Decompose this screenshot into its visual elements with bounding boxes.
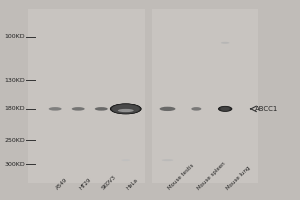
- Ellipse shape: [112, 105, 140, 113]
- Ellipse shape: [110, 103, 142, 114]
- Ellipse shape: [110, 104, 141, 114]
- Ellipse shape: [162, 159, 173, 161]
- Text: 180KD: 180KD: [4, 106, 25, 111]
- Ellipse shape: [72, 107, 85, 111]
- Text: Mouse testis: Mouse testis: [167, 163, 195, 191]
- Text: 300KD: 300KD: [4, 162, 25, 167]
- FancyBboxPatch shape: [28, 9, 258, 183]
- Ellipse shape: [118, 109, 134, 112]
- Ellipse shape: [221, 42, 230, 44]
- Text: Mouse spleen: Mouse spleen: [196, 161, 226, 191]
- Ellipse shape: [219, 107, 231, 111]
- Text: SKOV3: SKOV3: [101, 174, 118, 191]
- Ellipse shape: [122, 159, 130, 161]
- Ellipse shape: [112, 104, 140, 113]
- Ellipse shape: [111, 104, 140, 114]
- Ellipse shape: [220, 107, 230, 111]
- Ellipse shape: [49, 107, 62, 111]
- Ellipse shape: [221, 107, 230, 111]
- Text: ABCC1: ABCC1: [254, 106, 278, 112]
- Text: 250KD: 250KD: [4, 138, 25, 143]
- Text: 100KD: 100KD: [4, 34, 25, 39]
- Ellipse shape: [218, 106, 232, 112]
- Ellipse shape: [95, 107, 108, 111]
- Text: 130KD: 130KD: [4, 78, 25, 83]
- Ellipse shape: [111, 104, 141, 114]
- Ellipse shape: [191, 107, 201, 111]
- Text: Mouse lung: Mouse lung: [225, 165, 251, 191]
- Ellipse shape: [112, 104, 140, 113]
- FancyBboxPatch shape: [145, 9, 152, 183]
- Ellipse shape: [110, 104, 141, 114]
- Ellipse shape: [219, 106, 232, 112]
- Ellipse shape: [160, 107, 176, 111]
- Text: HeLa: HeLa: [126, 177, 139, 191]
- Text: A549: A549: [55, 177, 69, 191]
- Text: HT29: HT29: [78, 177, 92, 191]
